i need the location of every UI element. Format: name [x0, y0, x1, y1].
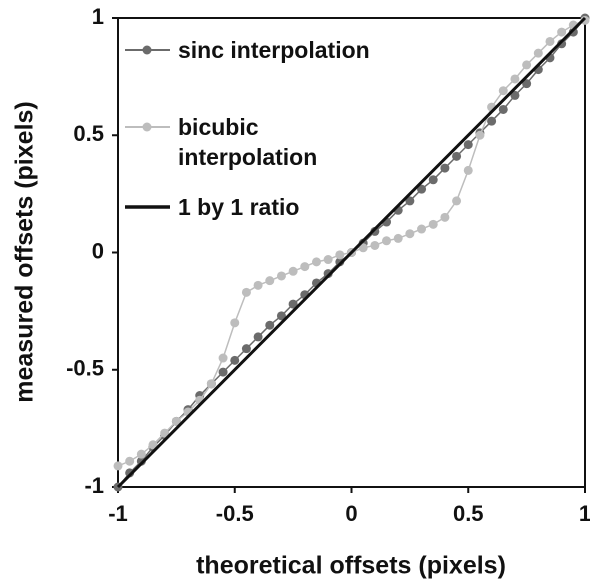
marker — [230, 318, 240, 328]
marker — [300, 262, 310, 272]
marker — [557, 39, 567, 49]
marker — [522, 79, 532, 89]
legend-label: bicubic interpolation — [178, 114, 318, 170]
marker — [510, 74, 520, 84]
series-line — [116, 16, 587, 489]
marker — [557, 27, 567, 37]
marker — [206, 379, 216, 389]
x-tick-label: 0.5 — [453, 501, 484, 526]
marker — [510, 90, 520, 100]
marker — [475, 130, 485, 140]
marker — [288, 299, 298, 309]
marker — [370, 226, 380, 236]
marker — [580, 15, 590, 25]
marker — [253, 332, 263, 342]
marker — [148, 440, 158, 450]
marker — [568, 27, 578, 37]
marker — [311, 257, 321, 267]
marker — [545, 36, 555, 46]
marker — [323, 255, 333, 265]
marker — [440, 212, 450, 222]
marker — [113, 461, 123, 471]
marker — [276, 271, 286, 281]
marker — [440, 163, 450, 173]
y-tick-label: 0.5 — [73, 121, 104, 146]
y-tick-label: 0 — [92, 238, 104, 263]
x-tick-label: -0.5 — [216, 501, 254, 526]
legend-marker — [142, 122, 152, 132]
x-axis-label: theoretical offsets (pixels) — [196, 552, 506, 580]
marker — [241, 287, 251, 297]
y-axis-label: measured offsets (pixels) — [11, 101, 39, 403]
x-tick-label: 1 — [579, 501, 590, 526]
y-tick-label: 1 — [92, 4, 104, 29]
legend-marker — [142, 45, 152, 55]
marker — [463, 165, 473, 175]
marker — [335, 250, 345, 260]
y-tick-label: -0.5 — [66, 356, 104, 381]
marker — [265, 276, 275, 286]
marker — [160, 428, 170, 438]
marker — [522, 60, 532, 70]
marker — [498, 86, 508, 96]
marker — [335, 257, 345, 267]
marker — [136, 456, 146, 466]
x-tick-label: 0 — [345, 501, 357, 526]
marker — [533, 48, 543, 58]
marker — [265, 320, 275, 330]
x-tick-label: -1 — [108, 501, 128, 526]
marker — [253, 280, 263, 290]
marker — [218, 367, 228, 377]
marker — [136, 449, 146, 459]
marker — [125, 456, 135, 466]
marker — [323, 269, 333, 279]
marker — [498, 104, 508, 114]
marker — [428, 219, 438, 229]
marker — [417, 184, 427, 194]
marker — [487, 116, 497, 126]
marker — [405, 229, 415, 239]
marker — [452, 196, 462, 206]
y-tick-label: -1 — [84, 473, 104, 498]
marker — [171, 416, 181, 426]
marker — [405, 196, 415, 206]
marker — [370, 240, 380, 250]
legend-label: 1 by 1 ratio — [178, 194, 300, 220]
marker — [393, 233, 403, 243]
marker — [276, 311, 286, 321]
marker — [452, 151, 462, 161]
marker — [230, 355, 240, 365]
marker — [125, 468, 135, 478]
marker — [358, 243, 368, 253]
marker — [382, 236, 392, 246]
marker — [463, 140, 473, 150]
marker — [288, 266, 298, 276]
marker — [417, 224, 427, 234]
marker — [218, 353, 228, 363]
marker — [241, 344, 251, 354]
legend-label: sinc interpolation — [178, 37, 370, 63]
marker — [428, 175, 438, 185]
